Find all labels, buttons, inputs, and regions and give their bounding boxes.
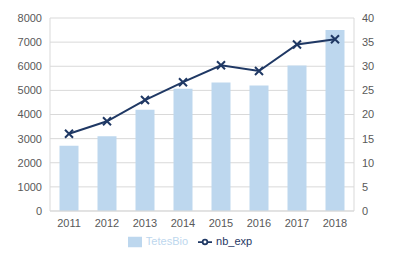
svg-text:2012: 2012: [95, 217, 119, 229]
svg-text:20: 20: [362, 108, 374, 120]
svg-text:6000: 6000: [18, 60, 42, 72]
svg-text:35: 35: [362, 36, 374, 48]
svg-text:25: 25: [362, 84, 374, 96]
html-text:TetesBio: TetesBio: [145, 235, 188, 247]
svg-text:8000: 8000: [18, 12, 42, 24]
svg-text:15: 15: [362, 133, 374, 145]
svg-text:2011: 2011: [57, 217, 81, 229]
svg-text:2013: 2013: [133, 217, 157, 229]
svg-text:10: 10: [362, 157, 374, 169]
svg-text:2016: 2016: [247, 217, 271, 229]
html-text:nb_exp: nb_exp: [216, 235, 253, 247]
svg-text:40: 40: [362, 12, 374, 24]
svg-text:2018: 2018: [323, 217, 347, 229]
svg-text:2000: 2000: [18, 157, 42, 169]
svg-text:3000: 3000: [18, 133, 42, 145]
svg-text:2017: 2017: [285, 217, 309, 229]
svg-text:0: 0: [36, 205, 42, 217]
svg-text:2014: 2014: [171, 217, 195, 229]
svg-text:0: 0: [362, 205, 368, 217]
svg-text:30: 30: [362, 60, 374, 72]
svg-text:7000: 7000: [18, 36, 42, 48]
svg-text:5: 5: [362, 181, 368, 193]
svg-text:5000: 5000: [18, 84, 42, 96]
svg-text:2015: 2015: [209, 217, 233, 229]
svg-text:4000: 4000: [18, 108, 42, 120]
svg-text:1000: 1000: [18, 181, 42, 193]
